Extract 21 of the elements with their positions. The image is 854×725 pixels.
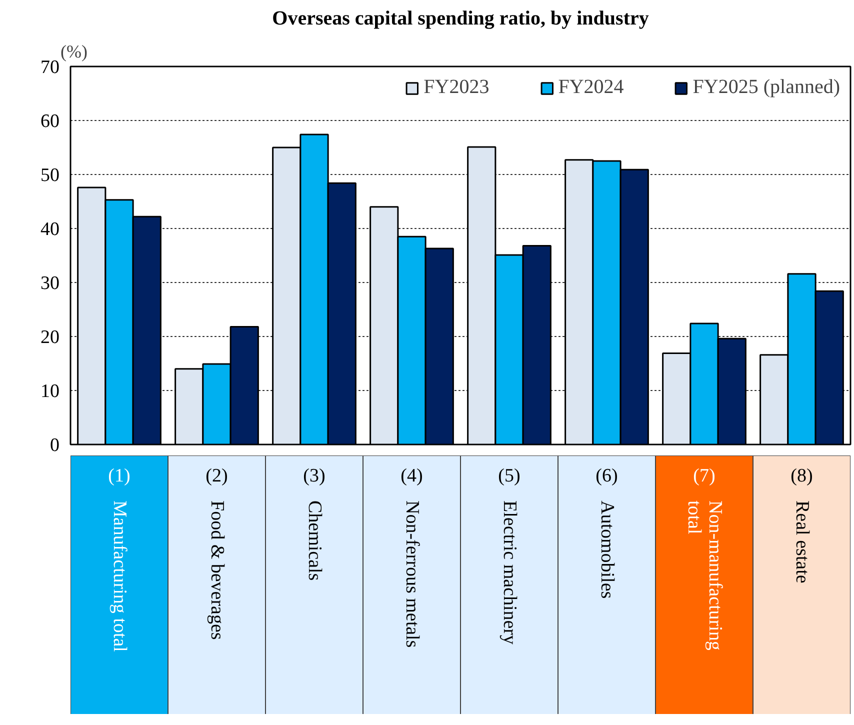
chart-title: Overseas capital spending ratio, by industry — [272, 8, 649, 30]
category-label: (5) Electric machinery — [498, 466, 520, 645]
category-label: (8) Real estate — [790, 466, 813, 584]
category-label: (3) Chemicals — [303, 466, 326, 581]
y-axis-title: (%) — [60, 42, 88, 62]
y-tick-label: 0 — [50, 435, 60, 456]
y-tick-label: 10 — [40, 381, 60, 402]
y-tick-label: 50 — [40, 165, 60, 186]
y-tick-label: 30 — [40, 273, 60, 294]
category-label: (2) Food & beverages — [206, 466, 228, 640]
category-label: (4) Non-ferrous metals — [400, 466, 423, 648]
legend-label: FY2025 (planned) — [692, 76, 840, 99]
y-tick-label: 70 — [40, 57, 60, 78]
category-label: (7) Non-manufacturing total — [683, 466, 726, 650]
legend-label: FY2023 — [424, 76, 490, 99]
y-tick-label: 40 — [40, 219, 60, 240]
y-tick-label: 20 — [40, 327, 60, 348]
category-label: (6) Automobiles — [596, 466, 618, 599]
legend-label: FY2024 — [558, 76, 624, 99]
category-label: (1) Manufacturing total — [108, 466, 130, 652]
y-tick-label: 60 — [40, 111, 60, 132]
